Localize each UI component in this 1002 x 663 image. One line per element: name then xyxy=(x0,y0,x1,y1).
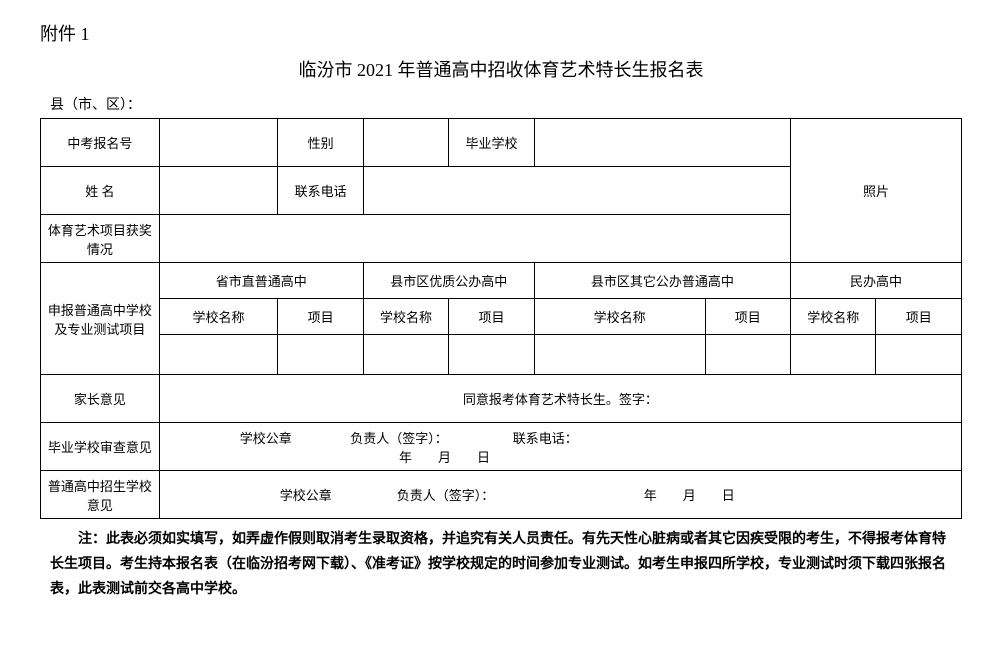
cell-awards xyxy=(159,215,790,263)
signer-text2: 负责人（签字）： xyxy=(397,488,495,503)
label-parent-opinion: 家长意见 xyxy=(41,375,160,423)
cell-grad-review: 学校公章 负责人（签字）： 联系电话： 年 月 日 xyxy=(159,423,961,471)
proj3: 项目 xyxy=(705,299,790,335)
cell-sch4 xyxy=(791,335,876,375)
cell-sch3 xyxy=(534,335,705,375)
sch1: 学校名称 xyxy=(159,299,278,335)
label-grad-review: 毕业学校审查意见 xyxy=(41,423,160,471)
cell-name xyxy=(159,167,278,215)
label-awards: 体育艺术项目获奖情况 xyxy=(41,215,160,263)
registration-table: 中考报名号 性别 毕业学校 照片 姓 名 联系电话 体育艺术项目获奖情况 申报普… xyxy=(40,118,962,519)
cell-proj2 xyxy=(449,335,534,375)
photo-area: 照片 xyxy=(791,119,962,263)
cell-proj1 xyxy=(278,335,363,375)
county-label: 县（市、区）： xyxy=(40,94,962,114)
sch4: 学校名称 xyxy=(791,299,876,335)
cat4: 民办高中 xyxy=(791,263,962,299)
sch2: 学校名称 xyxy=(363,299,448,335)
date-text2: 年 月 日 xyxy=(644,488,735,503)
label-apply: 申报普通高中学校及专业测试项目 xyxy=(41,263,160,375)
seal-text: 学校公章 xyxy=(240,431,292,446)
label-exam-reg-no: 中考报名号 xyxy=(41,119,160,167)
cell-gender xyxy=(363,119,448,167)
proj1: 项目 xyxy=(278,299,363,335)
cell-grad-school xyxy=(534,119,790,167)
attachment-label: 附件 1 xyxy=(40,20,962,46)
page-title: 临汾市 2021 年普通高中招收体育艺术特长生报名表 xyxy=(40,56,962,82)
cell-sch1 xyxy=(159,335,278,375)
cat1: 省市直普通高中 xyxy=(159,263,363,299)
label-name: 姓 名 xyxy=(41,167,160,215)
signer-text: 负责人（签字）： xyxy=(350,431,448,446)
seal-text2: 学校公章 xyxy=(280,488,332,503)
footnote: 注：此表必须如实填写，如弄虚作假则取消考生录取资格，并追究有关人员责任。有先天性… xyxy=(40,527,962,603)
cell-proj4 xyxy=(876,335,962,375)
proj4: 项目 xyxy=(876,299,962,335)
label-grad-school: 毕业学校 xyxy=(449,119,534,167)
cell-phone xyxy=(363,167,790,215)
cat2: 县市区优质公办高中 xyxy=(363,263,534,299)
cat3: 县市区其它公办普通高中 xyxy=(534,263,790,299)
date-text: 年 月 日 xyxy=(399,450,490,465)
cell-parent-opinion: 同意报考体育艺术特长生。签字： xyxy=(159,375,961,423)
label-gender: 性别 xyxy=(278,119,363,167)
cell-proj3 xyxy=(705,335,790,375)
sch3: 学校名称 xyxy=(534,299,705,335)
cell-exam-reg-no xyxy=(159,119,278,167)
cell-recruit-opinion: 学校公章 负责人（签字）： 年 月 日 xyxy=(159,471,961,519)
cell-sch2 xyxy=(363,335,448,375)
label-recruit-opinion: 普通高中招生学校意见 xyxy=(41,471,160,519)
label-phone: 联系电话 xyxy=(278,167,363,215)
proj2: 项目 xyxy=(449,299,534,335)
contact-text: 联系电话： xyxy=(513,431,578,446)
